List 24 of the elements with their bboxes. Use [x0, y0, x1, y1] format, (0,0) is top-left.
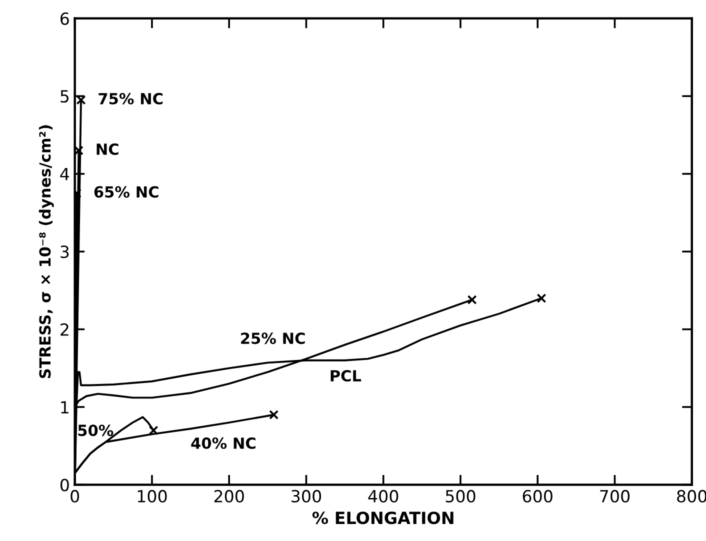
y-tick-label: 1: [61, 401, 68, 414]
x-tick-label: 200: [214, 490, 244, 502]
series-label: 75% NC: [98, 92, 163, 104]
series-label: PCL: [330, 370, 362, 382]
x-tick-label: 700: [600, 490, 630, 502]
y-tick-label: 2: [60, 323, 68, 336]
y-tick-label: 6: [60, 12, 69, 25]
x-tick-label: 100: [138, 490, 167, 502]
series-label: 25% NC: [241, 332, 305, 344]
y-tick-label: 0: [60, 478, 69, 492]
x-axis-title: % ELONGATION: [312, 512, 454, 524]
x-tick-label: 300: [292, 490, 322, 502]
x-tick-label: 400: [368, 490, 398, 502]
series-label: 50%: [78, 424, 114, 436]
x-tick-label: 500: [446, 490, 476, 502]
x-tick-label: 0: [70, 490, 80, 502]
series-label: 40% NC: [191, 437, 256, 449]
series-label: NC: [96, 143, 118, 155]
y-tick-label: 4: [60, 168, 70, 180]
y-tick-label: 3: [60, 246, 69, 258]
series-label: 65% NC: [94, 186, 158, 198]
y-tick-label: 5: [60, 90, 69, 103]
y-axis-title: STRESS, σ × 10⁻⁸ (dynes/cm²): [38, 125, 54, 378]
x-tick-label: 600: [522, 490, 552, 502]
